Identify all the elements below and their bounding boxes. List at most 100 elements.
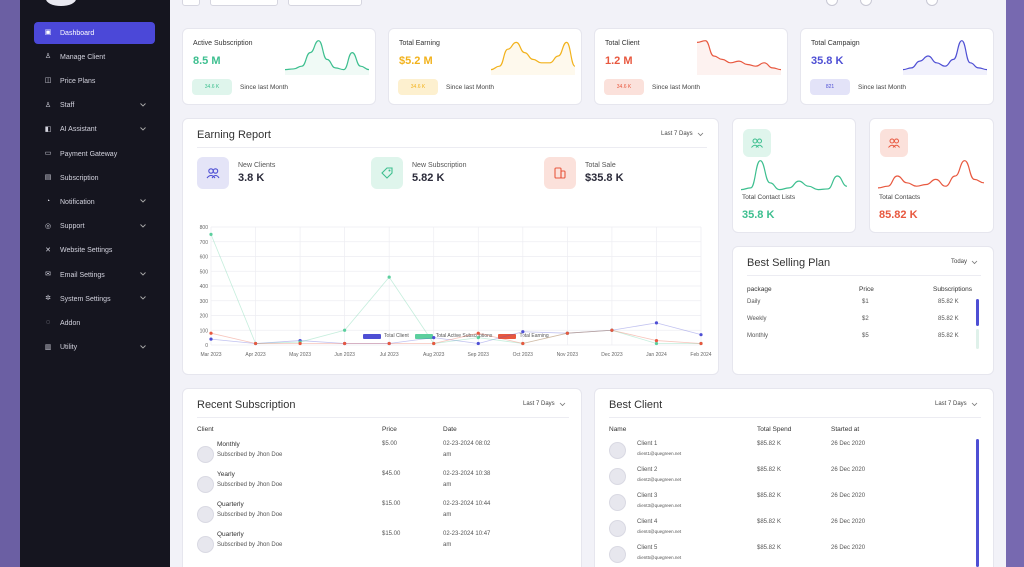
x-tick-label: Mar 2023 [200,352,221,358]
data-point[interactable] [565,331,569,335]
sidebar-item-label: Dashboard [60,29,95,37]
data-point[interactable] [699,341,703,346]
table-row[interactable]: Client 3 client3@quegreen.net $85.82 K 26 D… [595,491,965,515]
staff-icon: ♙ [44,101,52,109]
theme-toggle-icon[interactable] [826,0,838,6]
data-point[interactable] [476,331,480,335]
stat-since-label: Since last Month [446,84,495,91]
chevron-down-icon [140,102,146,107]
subscription-price: $45.00 [382,471,401,477]
sidebar-item-system-settings[interactable]: ✲ System Settings [34,288,155,310]
data-point[interactable] [521,330,525,334]
data-point[interactable] [387,341,391,346]
data-point[interactable] [699,333,703,337]
chevron-down-icon [140,223,146,228]
y-tick-label: 200 [200,314,209,320]
legend-item[interactable]: Total Active Subscriptions [414,333,492,339]
best-plan-filter[interactable]: Today [951,259,978,265]
menu-toggle-button[interactable] [182,0,200,6]
profile-avatar[interactable] [926,0,938,6]
new-subscription-summary: New Subscription 5.82 K [371,157,466,189]
scrollbar-track [976,329,979,349]
sidebar-item-payment-gateway[interactable]: ▭ Payment Gateway [34,143,155,165]
contact-lists-value: 35.8 K [742,209,775,221]
col-total-spend: Total Spend [757,426,792,433]
sidebar-item-addon[interactable]: ◌ Addon [34,312,155,334]
scrollbar-thumb[interactable] [976,299,979,326]
data-point[interactable] [343,341,347,346]
data-point[interactable] [343,328,347,332]
sidebar-item-staff[interactable]: ♙ Staff [34,95,155,117]
notification-icon[interactable] [860,0,872,6]
mini-value: 5.82 K [412,172,445,184]
sidebar-item-price-plans[interactable]: ◫ Price Plans [34,70,155,92]
plan-avatar [197,446,214,463]
data-point[interactable] [253,341,258,346]
data-point[interactable] [654,321,659,325]
sidebar-item-label: Support [60,223,85,231]
x-tick-label: Jan 2024 [646,352,667,358]
data-point[interactable] [476,341,480,346]
card-icon: ▭ [44,150,52,157]
sidebar-item-notification[interactable]: ◔ Notification [34,191,155,213]
legend-item[interactable]: Total Earning [498,333,549,339]
table-row[interactable]: Monthly Subscribed by Jhon Doe $5.00 02-23-… [183,441,583,469]
legend-swatch [363,333,381,339]
data-point[interactable] [209,331,213,335]
sidebar-item-support[interactable]: ◎ Support [34,216,155,238]
earning-report-filter[interactable]: Last 7 Days [661,131,704,137]
users-icon [751,138,763,148]
client-total-spend: $85.82 K [757,545,782,551]
top-search-box[interactable] [210,0,278,6]
table-row[interactable]: Client 2 client2@quegreen.net $85.82 K 26 D… [595,465,965,489]
chevron-down-icon [697,132,703,136]
col-package: package [747,286,772,293]
data-point[interactable] [209,337,213,341]
client-total-spend: $85.82 K [757,441,782,447]
stat-since-label: Since last Month [858,84,907,91]
data-point[interactable] [432,336,436,340]
sidebar-item-dashboard[interactable]: ▣ Dashboard [34,22,155,44]
data-point[interactable] [521,341,525,346]
stat-title: Total Earning [399,40,440,47]
sidebar-item-manage-client[interactable]: ♙ Manage Client [34,46,155,68]
client-avatar [609,494,626,511]
plan-subscriptions: 85.82 K [938,333,959,339]
subscription-price: $15.00 [382,501,401,507]
top-dropdown[interactable] [288,0,362,6]
data-point[interactable] [387,275,391,279]
x-tick-label: Jun 2023 [334,352,355,358]
main-content: Active Subscription 8.5 M 34.6 K Since last… [170,0,1006,567]
sparkline-area [903,40,987,75]
chevron-down-icon [140,272,146,276]
contact-lists-icon-box [743,129,771,157]
client-email: client4@quegreen.net [637,529,682,534]
table-row[interactable]: Quarterly Subscribed by Jhon Doe $15.00 02-… [183,501,583,529]
plan-package: Weekly [747,316,767,322]
data-point[interactable] [209,232,213,236]
sidebar-item-ai-assistant[interactable]: ◧ AI Assistant [34,119,155,141]
table-row[interactable]: Yearly Subscribed by Jhon Doe $45.00 02-23-… [183,471,583,499]
sidebar-item-label: Notification [60,198,95,206]
table-row[interactable]: Client 1 client1@quegreen.net $85.82 K 26 D… [595,439,965,463]
scrollbar-thumb[interactable] [976,439,979,567]
sidebar-item-utility[interactable]: ▥ Utility [34,337,155,359]
sidebar-item-website-settings[interactable]: ✕ Website Settings [34,240,155,262]
data-point[interactable] [476,336,480,340]
data-point[interactable] [298,341,302,346]
sidebar-item-label: AI Assistant [60,126,97,134]
recent-subscription-filter[interactable]: Last 7 Days [523,401,566,407]
table-row[interactable]: Quarterly Subscribed by Jhon Doe $15.00 02-… [183,531,583,559]
best-client-title: Best Client [609,399,663,411]
table-row[interactable]: Client 4 client4@quegreen.net $85.82 K 26 D… [595,517,965,541]
stat-since-label: Since last Month [240,84,289,91]
data-point[interactable] [610,328,614,332]
data-point[interactable] [654,341,659,346]
best-client-filter[interactable]: Last 7 Days [935,401,978,407]
legend-item[interactable]: Total Client [363,333,409,339]
table-row[interactable]: Client 5 client5@quegreen.net $85.82 K 26 D… [595,543,965,567]
data-point[interactable] [432,341,436,346]
sidebar-item-email-settings[interactable]: ✉ Email Settings [34,264,155,286]
data-point[interactable] [654,338,659,343]
sidebar-item-subscription[interactable]: ▤ Subscription [34,167,155,189]
